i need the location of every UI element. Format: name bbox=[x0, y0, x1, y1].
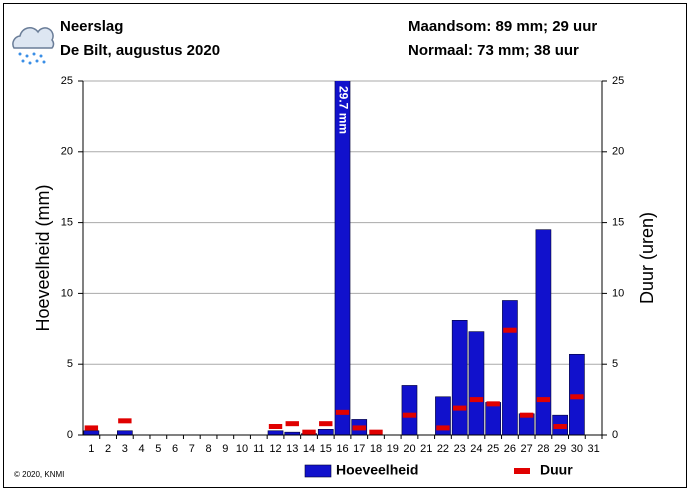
bar bbox=[401, 385, 418, 435]
chart-title: Neerslag bbox=[60, 18, 123, 35]
x-tick-label: 24 bbox=[470, 443, 482, 455]
bar bbox=[535, 229, 552, 435]
x-tick-label: 26 bbox=[504, 443, 516, 455]
y2-tick-label: 5 bbox=[612, 358, 618, 370]
x-tick-label: 27 bbox=[521, 443, 533, 455]
x-tick-label: 29 bbox=[554, 443, 566, 455]
legend-swatch bbox=[514, 468, 530, 474]
plot-area bbox=[83, 81, 585, 435]
x-tick-label: 16 bbox=[336, 443, 348, 455]
y-axis-label: Hoeveelheid (mm) bbox=[33, 184, 53, 331]
bar bbox=[83, 430, 100, 435]
x-tick-label: 14 bbox=[303, 443, 315, 455]
bar bbox=[317, 429, 334, 435]
x-tick-label: 11 bbox=[253, 443, 264, 455]
duration-marker bbox=[553, 424, 567, 430]
duration-marker bbox=[469, 397, 484, 403]
y2-axis-label: Duur (uren) bbox=[637, 212, 657, 304]
duration-marker bbox=[503, 327, 517, 333]
annotation: Maandsom: 89 mm; 29 uur bbox=[408, 18, 597, 35]
duration-marker bbox=[369, 429, 383, 435]
legend-swatch bbox=[304, 464, 332, 478]
duration-marker bbox=[536, 397, 551, 403]
x-tick-label: 22 bbox=[437, 443, 449, 455]
x-tick-label: 17 bbox=[353, 443, 365, 455]
duration-marker bbox=[436, 425, 450, 431]
data-label: 29.7 mm bbox=[336, 86, 350, 134]
x-tick-label: 13 bbox=[286, 443, 298, 455]
y-tick-label: 5 bbox=[67, 358, 73, 370]
duration-marker bbox=[402, 412, 417, 418]
x-tick-label: 4 bbox=[139, 443, 145, 455]
bar bbox=[267, 430, 284, 435]
x-tick-label: 2 bbox=[105, 443, 111, 455]
bar bbox=[117, 430, 133, 435]
duration-marker bbox=[285, 421, 299, 427]
x-tick-label: 5 bbox=[155, 443, 161, 455]
bar bbox=[502, 300, 518, 435]
x-tick-label: 20 bbox=[403, 443, 415, 455]
annotation: Normaal: 73 mm; 38 uur bbox=[408, 42, 579, 59]
y-tick-label: 0 bbox=[67, 429, 73, 441]
duration-marker bbox=[519, 412, 534, 418]
duration-marker bbox=[118, 418, 132, 424]
x-tick-label: 8 bbox=[206, 443, 212, 455]
x-tick-label: 6 bbox=[172, 443, 178, 455]
footer: © 2020, KNMI bbox=[14, 470, 64, 479]
x-tick-label: 25 bbox=[487, 443, 499, 455]
x-tick-label: 21 bbox=[420, 443, 432, 455]
y2-tick-label: 10 bbox=[612, 287, 624, 299]
x-tick-label: 28 bbox=[537, 443, 549, 455]
y2-tick-label: 25 bbox=[612, 75, 624, 87]
y2-tick-label: 0 bbox=[612, 429, 618, 441]
x-tick-label: 7 bbox=[189, 443, 195, 455]
x-tick-label: 3 bbox=[122, 443, 128, 455]
x-tick-label: 10 bbox=[236, 443, 248, 455]
legend-label: Duur bbox=[540, 462, 573, 478]
y-tick-label: 10 bbox=[61, 287, 73, 299]
y-tick-label: 15 bbox=[61, 217, 73, 229]
duration-marker bbox=[319, 421, 333, 427]
x-tick-label: 1 bbox=[88, 443, 94, 455]
duration-marker bbox=[335, 409, 350, 415]
x-tick-label: 9 bbox=[222, 443, 228, 455]
duration-marker bbox=[302, 429, 316, 435]
x-tick-label: 15 bbox=[320, 443, 332, 455]
chart-subtitle: De Bilt, augustus 2020 bbox=[60, 42, 220, 59]
duration-marker bbox=[268, 424, 283, 430]
bar bbox=[334, 81, 351, 435]
y2-tick-label: 15 bbox=[612, 217, 624, 229]
x-tick-label: 12 bbox=[269, 443, 281, 455]
duration-marker bbox=[84, 425, 99, 431]
bar bbox=[468, 331, 485, 435]
x-tick-label: 19 bbox=[387, 443, 399, 455]
duration-marker bbox=[570, 394, 584, 400]
y-tick-label: 25 bbox=[61, 75, 73, 87]
legend-label: Hoeveelheid bbox=[336, 462, 418, 478]
x-tick-label: 18 bbox=[370, 443, 382, 455]
y-tick-label: 20 bbox=[61, 146, 73, 158]
duration-marker bbox=[452, 405, 467, 411]
duration-marker bbox=[486, 401, 500, 407]
rain-icon bbox=[12, 27, 55, 65]
x-tick-label: 30 bbox=[571, 443, 583, 455]
duration-marker bbox=[352, 425, 366, 431]
bar bbox=[485, 402, 502, 435]
x-tick-label: 23 bbox=[454, 443, 466, 455]
x-tick-label: 31 bbox=[588, 443, 600, 455]
bar bbox=[451, 320, 468, 435]
y2-tick-label: 20 bbox=[612, 146, 624, 158]
